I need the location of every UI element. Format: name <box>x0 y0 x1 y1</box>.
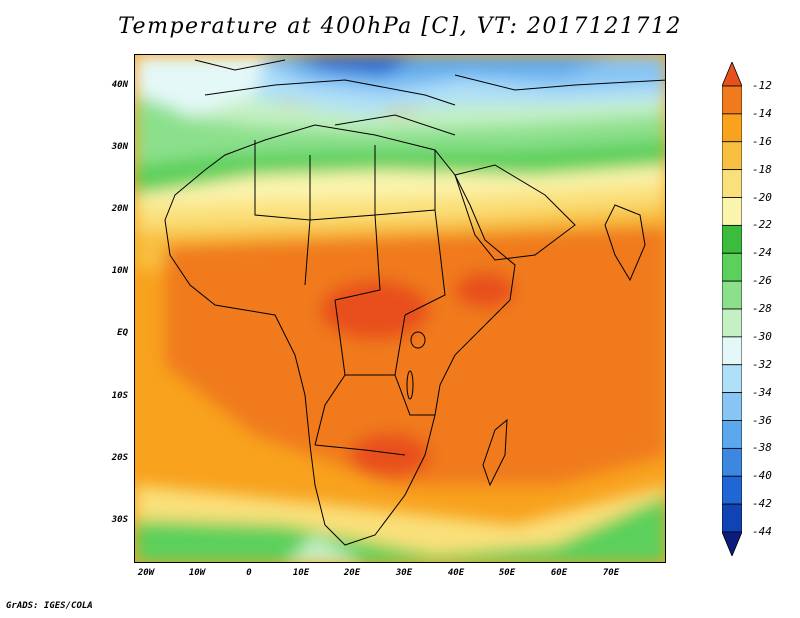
colorbar-swatch <box>722 169 742 198</box>
coastlines <box>164 59 665 546</box>
colorbar-label: -38 <box>752 441 772 455</box>
colorbar-swatch <box>722 280 742 310</box>
colorbar-label: -32 <box>752 357 772 371</box>
colorbar-label: -26 <box>752 274 772 288</box>
lon-label-10w: 10W <box>188 568 206 578</box>
colorbar-label: -30 <box>752 329 772 343</box>
colorbar-label: -12 <box>752 79 772 92</box>
colorbar-label: -14 <box>752 106 772 120</box>
colorbar-bottom-arrow <box>722 531 742 556</box>
temperature-field-bands <box>135 55 665 562</box>
lat-label-20n: 20N <box>111 204 128 214</box>
lon-label-20w: 20W <box>137 568 155 578</box>
colorbar-swatch <box>722 475 742 505</box>
lat-label-30s: 30S <box>111 515 128 525</box>
colorbar-swatch <box>722 447 742 477</box>
lon-label-50e: 50E <box>498 568 516 578</box>
color-scale-bar <box>722 62 742 556</box>
lat-label-10n: 10N <box>111 266 128 276</box>
colorbar-label: -28 <box>752 302 772 315</box>
colorbar-label: -42 <box>752 497 772 511</box>
colorbar-swatch <box>722 308 742 338</box>
colorbar-swatch <box>722 197 742 226</box>
lon-label-0: 0 <box>246 568 252 578</box>
lon-label-40e: 40E <box>447 568 465 578</box>
lat-label-20s: 20S <box>111 453 128 463</box>
lat-label-30n: 30N <box>111 142 128 152</box>
lat-label-10s: 10S <box>111 391 128 401</box>
colorbar-swatch <box>722 113 742 143</box>
colorbar-swatch <box>722 503 742 533</box>
colorbar-swatch <box>722 252 742 282</box>
lon-label-60e: 60E <box>550 568 568 578</box>
colorbar-swatch <box>722 336 742 366</box>
colorbar-swatch <box>722 420 742 449</box>
colorbar-label: -18 <box>752 162 772 176</box>
lon-label-30e: 30E <box>395 568 413 578</box>
colorbar-label: -20 <box>752 190 772 204</box>
chart-title: Temperature at 400hPa [C], VT: 201712171… <box>118 14 682 39</box>
colorbar-label: -16 <box>752 134 772 148</box>
lon-label-10e: 10E <box>292 568 310 578</box>
colorbar-swatch <box>722 392 742 421</box>
colorbar-label: -44 <box>752 525 772 538</box>
lat-label-40n: 40N <box>111 80 128 90</box>
grads-credit: GrADS: IGES/COLA <box>6 601 93 611</box>
temperature-map <box>134 54 666 563</box>
colorbar-swatch <box>722 141 742 171</box>
colorbar-label: -40 <box>752 469 772 483</box>
colorbar-swatch <box>722 224 742 254</box>
colorbar-label: -36 <box>752 413 772 427</box>
lon-label-70e: 70E <box>602 568 620 578</box>
colorbar-top-arrow <box>722 62 742 87</box>
lon-label-20e: 20E <box>343 568 361 578</box>
lat-label-eq: EQ <box>117 328 128 338</box>
colorbar-label: -34 <box>752 385 772 399</box>
colorbar-swatch <box>722 85 742 115</box>
colorbar-label: -22 <box>752 218 772 232</box>
colorbar-label: -24 <box>752 246 772 260</box>
colorbar-swatch <box>722 364 742 394</box>
